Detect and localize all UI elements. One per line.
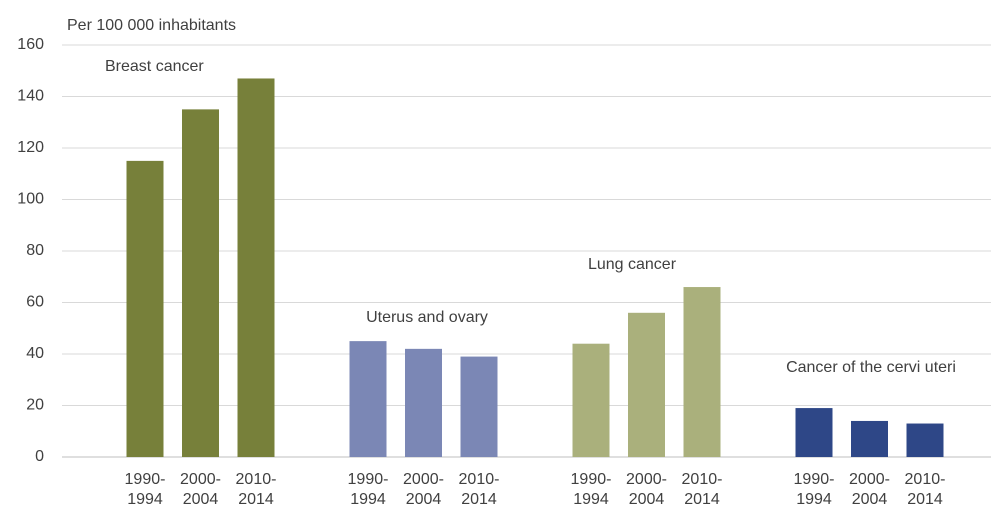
x-tick-label: 2010- 2014 [904,471,946,508]
y-axis-label: Per 100 000 inhabitants [67,17,236,34]
y-tick-label: 100 [17,191,44,208]
x-tick-label: 2010- 2014 [458,471,500,508]
x-tick-label: 2000- 2004 [849,471,890,508]
x-tick-label: 2000- 2004 [180,471,221,508]
y-tick-label: 80 [26,242,44,259]
y-tick-label: 160 [17,36,44,53]
bar [460,356,498,457]
bar [126,160,164,457]
x-tick-label: 1990- 1994 [347,471,389,508]
x-tick-label: 2010- 2014 [681,471,723,508]
y-tick-label: 120 [17,139,44,156]
y-tick-label: 40 [26,345,44,362]
bar [182,109,219,457]
bar [237,78,275,457]
x-tick-label: 1990- 1994 [570,471,612,508]
x-tick-label: 2010- 2014 [235,471,277,508]
bar [349,341,387,457]
y-tick-label: 140 [17,88,44,105]
bar [572,343,610,457]
group-label: Uterus and ovary [366,309,488,326]
x-tick-label: 2000- 2004 [626,471,667,508]
group-label: Breast cancer [105,58,204,75]
group-label: Cancer of the cervi uteri [786,359,956,376]
bar [795,408,833,457]
bar [906,423,944,457]
x-tick-label: 2000- 2004 [403,471,444,508]
bar [851,420,888,457]
bar [628,312,665,457]
y-tick-label: 0 [35,448,44,465]
y-tick-label: 20 [26,397,44,414]
x-tick-label: 1990- 1994 [793,471,835,508]
bar [683,287,721,457]
y-tick-label: 60 [26,294,44,311]
bar [405,348,442,457]
x-tick-label: 1990- 1994 [124,471,166,508]
group-label: Lung cancer [588,256,677,273]
